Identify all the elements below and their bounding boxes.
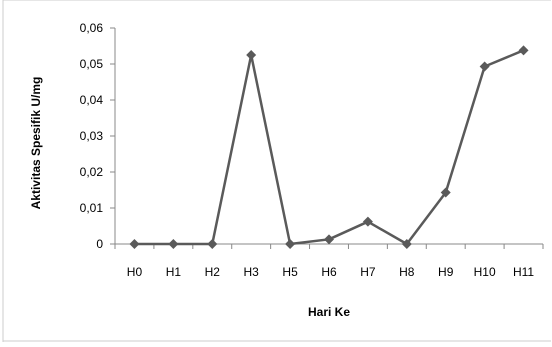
x-tick-label: H3: [244, 265, 260, 279]
x-tick-label: H2: [205, 265, 221, 279]
y-tick-label: 0,05: [80, 57, 104, 71]
x-tick-label: H1: [166, 265, 182, 279]
data-point: [246, 50, 257, 60]
y-tick-label: 0,03: [80, 129, 104, 143]
x-tick-labels: H0 H1 H2 H3 H5 H6 H7 H8 H9 H10 H11: [127, 265, 535, 279]
data-point: [168, 239, 179, 249]
y-tick-label: 0: [96, 237, 103, 251]
data-point: [479, 61, 490, 72]
data-point: [362, 216, 373, 227]
y-tick-label: 0,01: [80, 201, 104, 215]
x-tick-label: H6: [321, 265, 337, 279]
data-point: [324, 234, 334, 245]
y-tick-label: 0,06: [80, 21, 104, 35]
data-point: [129, 239, 140, 249]
x-tick-label: H0: [127, 265, 143, 279]
data-point: [440, 187, 451, 198]
series-group: [129, 45, 529, 249]
y-tick-label: 0,04: [80, 93, 104, 107]
y-tick-labels: 0 0,01 0,02 0,03 0,04 0,05 0,06: [80, 21, 104, 251]
y-axis-title: Aktivitas Spesifik U/mg: [29, 77, 43, 210]
x-axis-title: Hari Ke: [308, 305, 350, 319]
y-tick-label: 0,02: [80, 165, 104, 179]
x-tick-label: H5: [282, 265, 298, 279]
x-tick-label: H7: [360, 265, 376, 279]
x-tick-label: H9: [438, 265, 454, 279]
x-tick-label: H10: [474, 265, 496, 279]
data-point: [285, 239, 296, 249]
series-line: [134, 49, 525, 246]
x-tick-label: H11: [513, 265, 534, 279]
axes: [110, 27, 544, 249]
data-point: [518, 45, 529, 56]
x-tick-label: H8: [399, 265, 415, 279]
data-point: [207, 239, 218, 249]
data-point: [401, 239, 412, 249]
